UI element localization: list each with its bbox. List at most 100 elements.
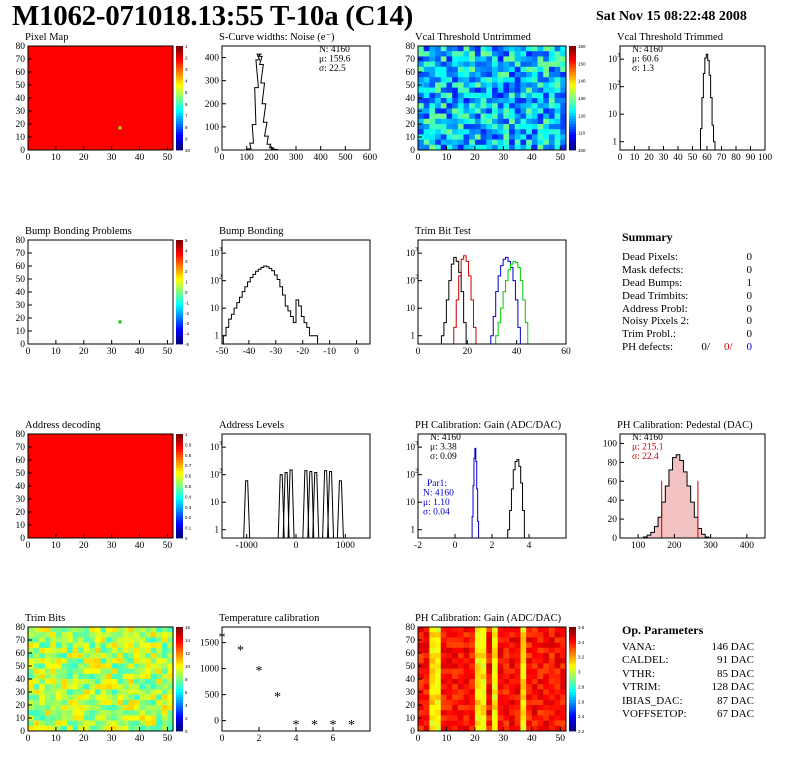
heatmap-cell bbox=[526, 139, 533, 146]
heatmap-cell bbox=[440, 715, 447, 721]
heatmap-cell bbox=[497, 72, 504, 78]
heatmap-cell bbox=[423, 642, 430, 649]
heatmap-cell bbox=[543, 134, 550, 140]
colorbar-segment bbox=[176, 263, 183, 267]
heatmap-cell bbox=[94, 699, 101, 706]
heatmap-cell bbox=[446, 124, 453, 130]
heatmap-cell bbox=[128, 632, 135, 638]
heatmap-cell bbox=[111, 637, 118, 643]
heatmap-cell bbox=[72, 684, 79, 690]
y-tick-label: 0 bbox=[20, 534, 25, 544]
colorbar-segment bbox=[569, 658, 576, 662]
heatmap-cell bbox=[457, 46, 464, 52]
heatmap-cell bbox=[167, 710, 174, 716]
heatmap-cell bbox=[560, 673, 567, 680]
heatmap-cell bbox=[83, 694, 90, 701]
colorbar-segment bbox=[176, 694, 183, 698]
colorbar-segment bbox=[569, 728, 576, 732]
heatmap-cell bbox=[492, 710, 498, 716]
heatmap-cell bbox=[429, 647, 436, 654]
heatmap-cell bbox=[526, 705, 533, 711]
colorbar-segment bbox=[569, 142, 576, 146]
heatmap-cell bbox=[72, 715, 79, 721]
y-tick-exponent: 3 bbox=[617, 53, 620, 59]
colorbar-segment bbox=[176, 715, 183, 719]
heatmap-cell bbox=[526, 627, 533, 633]
colorbar-segment bbox=[176, 629, 183, 633]
y-tick-label: 20 bbox=[406, 701, 416, 711]
colorbar-segment bbox=[569, 715, 576, 719]
heatmap-cell bbox=[446, 113, 453, 120]
heatmap-cell bbox=[33, 637, 40, 643]
stats-text: N: 4160 bbox=[430, 433, 461, 443]
heatmap-cell bbox=[514, 87, 521, 94]
heatmap-cell bbox=[514, 663, 521, 669]
heatmap-cell bbox=[531, 627, 538, 633]
heatmap-cell bbox=[486, 134, 493, 140]
heatmap-cell bbox=[548, 113, 555, 120]
heatmap-cell bbox=[480, 144, 487, 151]
heatmap-cell bbox=[548, 632, 555, 638]
heatmap-cell bbox=[509, 725, 516, 732]
colorbar-tick-label: 3.6 bbox=[578, 625, 585, 630]
heatmap-cell bbox=[548, 46, 555, 52]
x-tick-label: 90 bbox=[746, 153, 756, 163]
heatmap-cell bbox=[486, 679, 493, 685]
heatmap-cell bbox=[537, 679, 544, 685]
heatmap-cell bbox=[474, 653, 481, 659]
heatmap-cell bbox=[55, 710, 62, 716]
heatmap-cell bbox=[543, 627, 550, 633]
colorbar-segment bbox=[176, 111, 183, 114]
heatmap-cell bbox=[543, 51, 550, 57]
heatmap-cell bbox=[543, 144, 550, 151]
colorbar-segment bbox=[569, 705, 576, 708]
heatmap-cell bbox=[469, 134, 476, 140]
heatmap-cell bbox=[67, 679, 73, 685]
heatmap-cell bbox=[50, 632, 57, 638]
heatmap-cell bbox=[537, 56, 544, 62]
heatmap-cell bbox=[469, 98, 476, 104]
heatmap-cell bbox=[33, 642, 40, 649]
heatmap-cell bbox=[72, 694, 79, 701]
heatmap-cell bbox=[50, 647, 57, 654]
heatmap-cell bbox=[463, 129, 470, 135]
heatmap-cell bbox=[133, 720, 140, 727]
heatmap-cell bbox=[543, 632, 550, 638]
heatmap-cell bbox=[560, 637, 567, 643]
heatmap-cell bbox=[440, 92, 447, 99]
heatmap-cell bbox=[469, 82, 476, 88]
colorbar-segment bbox=[176, 480, 183, 484]
heatmap-cell bbox=[514, 134, 521, 140]
heatmap-cell bbox=[486, 118, 493, 125]
heatmap-cell bbox=[94, 694, 101, 701]
colorbar-segment bbox=[176, 454, 183, 458]
heatmap-cell bbox=[503, 56, 510, 62]
colorbar-tick-label: 160 bbox=[578, 44, 586, 49]
heatmap-cell bbox=[440, 725, 447, 732]
y-tick-label: 20 bbox=[16, 120, 26, 130]
colorbar-segment bbox=[569, 627, 576, 630]
heatmap-cell bbox=[520, 61, 527, 68]
heatmap-cell bbox=[452, 103, 459, 109]
heatmap-cell bbox=[486, 647, 493, 654]
heatmap-cell bbox=[492, 139, 498, 146]
op-parameters-panel: Op. Parameters VANA: 146 DAC CALDEL: 91 DA… bbox=[622, 623, 754, 721]
y-tick-exponent: 2 bbox=[219, 469, 222, 475]
heatmap-cell bbox=[452, 637, 459, 643]
colorbar-segment bbox=[176, 491, 183, 495]
heatmap-cell bbox=[463, 684, 470, 690]
plot-frame bbox=[619, 433, 766, 539]
colorbar-segment bbox=[176, 253, 183, 256]
heatmap-cell bbox=[133, 710, 140, 716]
heatmap-cell bbox=[526, 51, 533, 57]
heatmap-cell bbox=[67, 673, 73, 680]
colorbar-segment bbox=[569, 147, 576, 151]
heatmap-cell bbox=[469, 632, 476, 638]
y-tick-label: 1 bbox=[215, 525, 220, 535]
heatmap-cell bbox=[446, 129, 453, 135]
heatmap-cell bbox=[486, 72, 493, 78]
heatmap-cell bbox=[429, 705, 436, 711]
colorbar-tick-label: 0.2 bbox=[185, 515, 192, 520]
heatmap-cell bbox=[474, 124, 481, 130]
